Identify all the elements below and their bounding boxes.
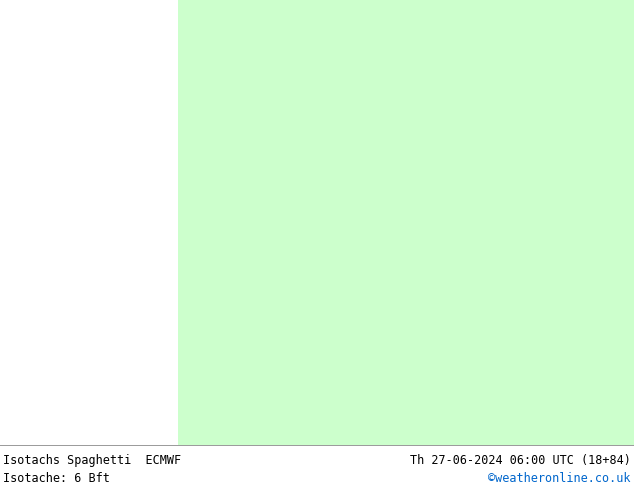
Text: Isotachs Spaghetti  ECMWF: Isotachs Spaghetti ECMWF (3, 454, 181, 467)
Text: Th 27-06-2024 06:00 UTC (18+84): Th 27-06-2024 06:00 UTC (18+84) (410, 454, 631, 467)
Text: ©weatheronline.co.uk: ©weatheronline.co.uk (488, 472, 631, 486)
Bar (178, 0, 634, 445)
Text: Isotache: 6 Bft: Isotache: 6 Bft (3, 472, 110, 486)
